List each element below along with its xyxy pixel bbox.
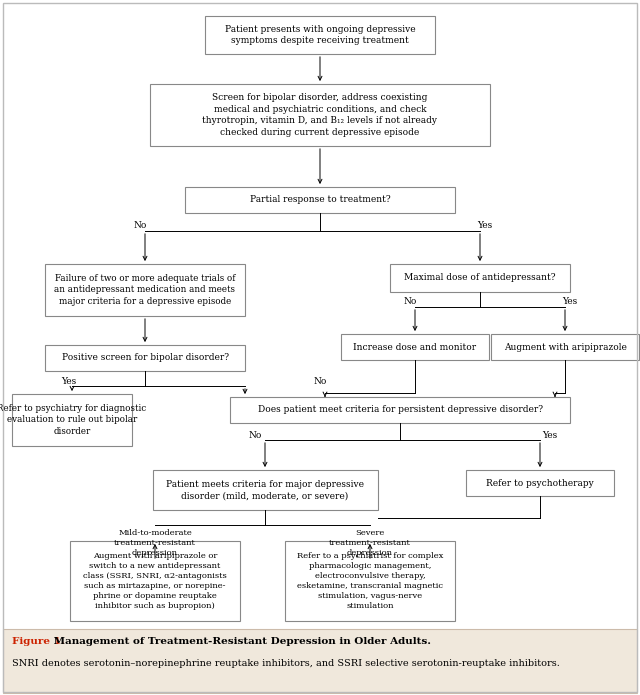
FancyBboxPatch shape <box>205 16 435 54</box>
FancyBboxPatch shape <box>12 394 132 446</box>
Text: Severe: Severe <box>355 529 385 537</box>
Text: Yes: Yes <box>477 222 493 231</box>
Text: Patient presents with ongoing depressive
symptoms despite receiving treatment: Patient presents with ongoing depressive… <box>225 25 415 45</box>
Text: Yes: Yes <box>563 297 578 306</box>
Text: No: No <box>248 430 262 439</box>
Text: Maximal dose of antidepressant?: Maximal dose of antidepressant? <box>404 274 556 282</box>
Text: treatment-resistant: treatment-resistant <box>114 539 196 547</box>
FancyBboxPatch shape <box>3 629 637 693</box>
FancyBboxPatch shape <box>285 541 455 621</box>
Text: No: No <box>403 297 417 306</box>
FancyBboxPatch shape <box>491 334 639 360</box>
FancyBboxPatch shape <box>45 345 245 371</box>
Text: Patient meets criteria for major depressive
disorder (mild, moderate, or severe): Patient meets criteria for major depress… <box>166 480 364 500</box>
FancyBboxPatch shape <box>185 187 455 213</box>
Text: depression: depression <box>347 549 393 557</box>
Text: SNRI denotes serotonin–norepinephrine reuptake inhibitors, and SSRI selective se: SNRI denotes serotonin–norepinephrine re… <box>12 658 560 667</box>
Text: depression: depression <box>132 549 178 557</box>
Text: Increase dose and monitor: Increase dose and monitor <box>353 343 477 352</box>
FancyBboxPatch shape <box>45 264 245 316</box>
Text: Failure of two or more adequate trials of
an antidepressant medication and meets: Failure of two or more adequate trials o… <box>54 274 236 306</box>
FancyBboxPatch shape <box>152 470 378 510</box>
Text: Augment with aripiprazole: Augment with aripiprazole <box>504 343 627 352</box>
Text: Refer to psychiatry for diagnostic
evaluation to rule out bipolar
disorder: Refer to psychiatry for diagnostic evalu… <box>0 404 147 436</box>
Text: Management of Treatment-Resistant Depression in Older Adults.: Management of Treatment-Resistant Depres… <box>50 637 431 646</box>
Text: Figure 1.: Figure 1. <box>12 637 65 646</box>
Text: No: No <box>314 377 326 386</box>
Text: Yes: Yes <box>542 430 557 439</box>
Text: Positive screen for bipolar disorder?: Positive screen for bipolar disorder? <box>61 354 228 363</box>
Text: Refer to psychotherapy: Refer to psychotherapy <box>486 478 594 487</box>
FancyBboxPatch shape <box>150 84 490 146</box>
Text: Does patient meet criteria for persistent depressive disorder?: Does patient meet criteria for persisten… <box>257 405 543 414</box>
FancyBboxPatch shape <box>70 541 240 621</box>
FancyBboxPatch shape <box>390 264 570 292</box>
Text: treatment-resistant: treatment-resistant <box>329 539 411 547</box>
Text: No: No <box>133 222 147 231</box>
Text: Yes: Yes <box>61 377 77 386</box>
Text: Screen for bipolar disorder, address coexisting
medical and psychiatric conditio: Screen for bipolar disorder, address coe… <box>202 93 438 137</box>
Text: Refer to a psychiatrist for complex
pharmacologic management,
electroconvulsive : Refer to a psychiatrist for complex phar… <box>297 552 443 610</box>
Text: Augment with aripiprazole or
switch to a new antidepressant
class (SSRI, SNRI, α: Augment with aripiprazole or switch to a… <box>83 552 227 610</box>
FancyBboxPatch shape <box>466 470 614 496</box>
FancyBboxPatch shape <box>230 397 570 423</box>
Text: Mild-to-moderate: Mild-to-moderate <box>118 529 192 537</box>
Text: Partial response to treatment?: Partial response to treatment? <box>250 195 390 204</box>
FancyBboxPatch shape <box>341 334 489 360</box>
